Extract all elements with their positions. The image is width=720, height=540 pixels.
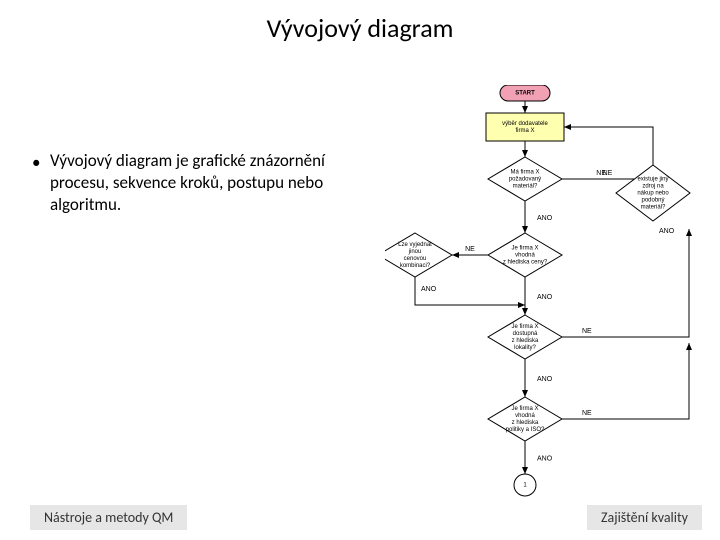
footer-left-label: Nástroje a metody QM — [30, 505, 187, 530]
svg-text:Je firma X: Je firma X — [511, 406, 538, 412]
svg-text:ANO: ANO — [659, 228, 675, 235]
svg-text:dostupná: dostupná — [513, 331, 538, 337]
svg-text:existuje jiný: existuje jiný — [637, 177, 668, 183]
svg-text:podobný: podobný — [641, 198, 664, 204]
svg-text:vhodná: vhodná — [515, 413, 535, 419]
svg-text:ANO: ANO — [421, 286, 437, 293]
description-text: • Vývojový diagram je grafické znázorněn… — [50, 150, 350, 216]
svg-text:z hlediska ceny?: z hlediska ceny? — [503, 260, 548, 266]
svg-text:NE: NE — [582, 328, 592, 335]
svg-text:START: START — [515, 91, 535, 97]
svg-text:z hlediska: z hlediska — [512, 338, 539, 344]
svg-text:vhodná: vhodná — [515, 253, 535, 259]
svg-text:materiál?: materiál? — [641, 205, 666, 211]
svg-text:jinou: jinou — [408, 249, 422, 255]
svg-text:kombinaci?: kombinaci? — [400, 263, 431, 269]
svg-text:Je firma X: Je firma X — [511, 324, 538, 330]
svg-text:ANO: ANO — [537, 376, 553, 383]
bullet-marker: • — [32, 152, 40, 174]
svg-text:NE: NE — [465, 246, 475, 253]
flowchart-diagram: ANOANOANOANONENEANONENEANONENESTARTvýběr… — [385, 85, 705, 510]
svg-text:zdroj na: zdroj na — [642, 184, 664, 190]
svg-text:ANO: ANO — [537, 215, 553, 222]
svg-text:výběr dodavatele: výběr dodavatele — [502, 121, 548, 127]
svg-text:Má firma X: Má firma X — [510, 170, 539, 176]
svg-text:lokality?: lokality? — [514, 345, 536, 351]
svg-text:NE: NE — [596, 170, 606, 177]
svg-text:ANO: ANO — [537, 294, 553, 301]
svg-text:firma X: firma X — [515, 128, 534, 134]
svg-text:nákup nebo: nákup nebo — [637, 191, 669, 197]
svg-text:ANO: ANO — [537, 456, 553, 463]
svg-text:požadovaný: požadovaný — [509, 177, 541, 183]
svg-text:z hlediska: z hlediska — [512, 420, 539, 426]
page-title: Vývojový diagram — [0, 12, 720, 44]
svg-text:Lze vyjednat: Lze vyjednat — [398, 242, 432, 248]
svg-text:cenovou: cenovou — [404, 256, 427, 262]
svg-text:Je firma X: Je firma X — [511, 246, 538, 252]
description-content: Vývojový diagram je grafické znázornění … — [50, 150, 325, 215]
svg-text:NE: NE — [582, 410, 592, 417]
svg-text:materiál?: materiál? — [513, 184, 538, 190]
svg-text:politiky a ISO?: politiky a ISO? — [506, 427, 545, 433]
